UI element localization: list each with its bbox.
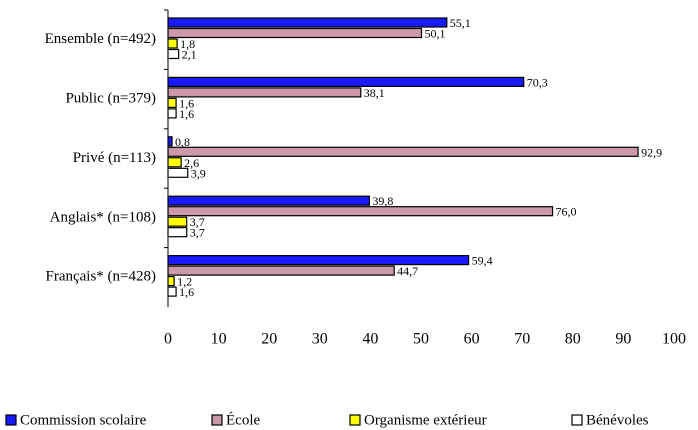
y-tick-label: Public (n=379): [65, 91, 156, 107]
value-label: 3,7: [190, 215, 205, 229]
bar: [167, 206, 554, 217]
x-tick-label: 0: [164, 331, 172, 348]
x-tick-label: 30: [312, 331, 328, 348]
y-tick-label: Français* (n=428): [45, 269, 156, 285]
value-label: 50,1: [425, 27, 446, 41]
value-label: 3,9: [191, 166, 206, 180]
value-label: 44,7: [397, 264, 418, 278]
bar: [167, 216, 188, 227]
value-label: 0,8: [175, 135, 190, 149]
y-tick-label: Ensemble (n=492): [45, 31, 156, 47]
value-label: 1,8: [180, 37, 195, 51]
bar: [167, 76, 525, 88]
bar: [167, 157, 182, 168]
value-label: 76,0: [556, 205, 577, 219]
x-tick-label: 100: [662, 331, 686, 348]
x-tick-label: 40: [362, 331, 378, 348]
value-label: 39,8: [372, 194, 393, 208]
value-label: 3,7: [190, 226, 205, 240]
legend-swatch: [571, 414, 583, 426]
bar: [167, 87, 362, 98]
bar: [167, 48, 180, 60]
bar: [167, 38, 178, 49]
y-tick-label: Anglais* (n=108): [50, 209, 156, 225]
legend-label: École: [226, 411, 260, 428]
x-tick-label: 80: [565, 331, 581, 348]
x-tick-label: 70: [514, 331, 530, 348]
value-label: 1,6: [179, 285, 194, 299]
bar: [167, 97, 177, 109]
y-tick-label: Privé (n=113): [73, 150, 156, 166]
x-tick-label: 50: [413, 331, 429, 348]
bar: [167, 286, 177, 297]
bar: [167, 136, 173, 147]
value-label: 70,3: [527, 75, 548, 89]
x-tick-label: 10: [211, 331, 227, 348]
bar: [167, 255, 470, 266]
bar: [167, 265, 395, 276]
value-label: 55,1: [450, 16, 471, 30]
bar: [167, 146, 639, 157]
value-label: 59,4: [472, 254, 493, 268]
value-label: 1,6: [179, 96, 194, 110]
bar: [167, 108, 177, 119]
value-label: 38,1: [364, 86, 385, 100]
value-label: 2,1: [182, 48, 197, 62]
bar: [167, 27, 423, 39]
value-label: 92,9: [641, 145, 662, 159]
value-label: 1,6: [179, 107, 194, 121]
bar: [167, 227, 188, 238]
legend-swatch: [5, 414, 17, 426]
value-label: 1,2: [177, 275, 192, 289]
x-tick-label: 20: [261, 331, 277, 348]
bar: [167, 276, 175, 287]
legend-label: Bénévoles: [586, 412, 649, 428]
bar: [167, 17, 448, 28]
legend-swatch: [211, 414, 223, 426]
legend-label: Commission scolaire: [20, 412, 147, 428]
x-tick-label: 60: [464, 331, 480, 348]
x-tick-label: 90: [615, 331, 631, 348]
legend-label: Organisme extérieur: [364, 412, 487, 428]
value-label: 2,6: [184, 156, 199, 170]
bar: [167, 167, 189, 178]
legend-swatch: [349, 414, 361, 426]
bar: [167, 195, 370, 206]
